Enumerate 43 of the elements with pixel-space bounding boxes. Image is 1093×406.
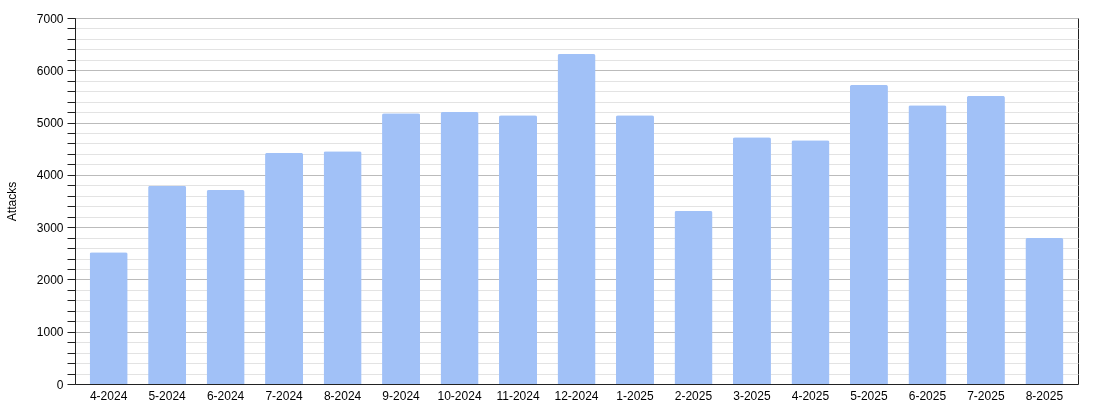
bar [206, 190, 245, 384]
y-tick-label: 4000 [36, 168, 64, 183]
bar [440, 112, 479, 384]
bar [323, 151, 362, 384]
bar [265, 152, 304, 384]
y-tick-label: 1000 [36, 325, 64, 340]
x-tick-label: 9-2024 [382, 388, 421, 403]
bar [966, 95, 1005, 384]
x-tick-label: 10-2024 [437, 388, 482, 403]
x-tick-label: 1-2025 [616, 388, 654, 403]
x-tick-label: 6-2024 [206, 388, 245, 403]
y-tick-label: 0 [56, 377, 64, 392]
x-tick-label: 2-2025 [674, 388, 713, 403]
y-tick-label: 6000 [36, 63, 64, 78]
bar [615, 115, 654, 384]
x-tick-label: 12-2024 [554, 388, 599, 403]
bar [791, 140, 830, 384]
x-tick-label: 7-2024 [265, 388, 304, 403]
x-tick-label: 5-2024 [148, 388, 187, 403]
bar [557, 54, 596, 384]
y-tick-label: 7000 [36, 11, 64, 26]
x-tick-label: 6-2025 [908, 388, 947, 403]
bar [148, 185, 187, 384]
x-tick-label: 4-2025 [791, 388, 830, 403]
y-tick-label: 2000 [36, 272, 64, 287]
bar [908, 105, 947, 384]
y-tick-label: 3000 [36, 220, 64, 235]
bar [89, 252, 128, 384]
x-tick-label: 5-2025 [850, 388, 888, 403]
bar [499, 115, 538, 384]
bar [849, 84, 888, 384]
bar [732, 137, 771, 384]
x-tick-label: 3-2025 [733, 388, 771, 403]
x-tick-label: 11-2024 [496, 388, 540, 403]
y-axis-title: Attacks [4, 181, 19, 222]
x-tick-label: 4-2024 [89, 388, 128, 403]
bar [382, 113, 421, 384]
x-tick-label: 8-2025 [1025, 388, 1064, 403]
x-tick-label: 8-2024 [323, 388, 362, 403]
y-tick-label: 5000 [36, 116, 64, 131]
bar [1025, 238, 1064, 384]
bar [674, 210, 713, 384]
x-tick-label: 7-2025 [967, 388, 1005, 403]
